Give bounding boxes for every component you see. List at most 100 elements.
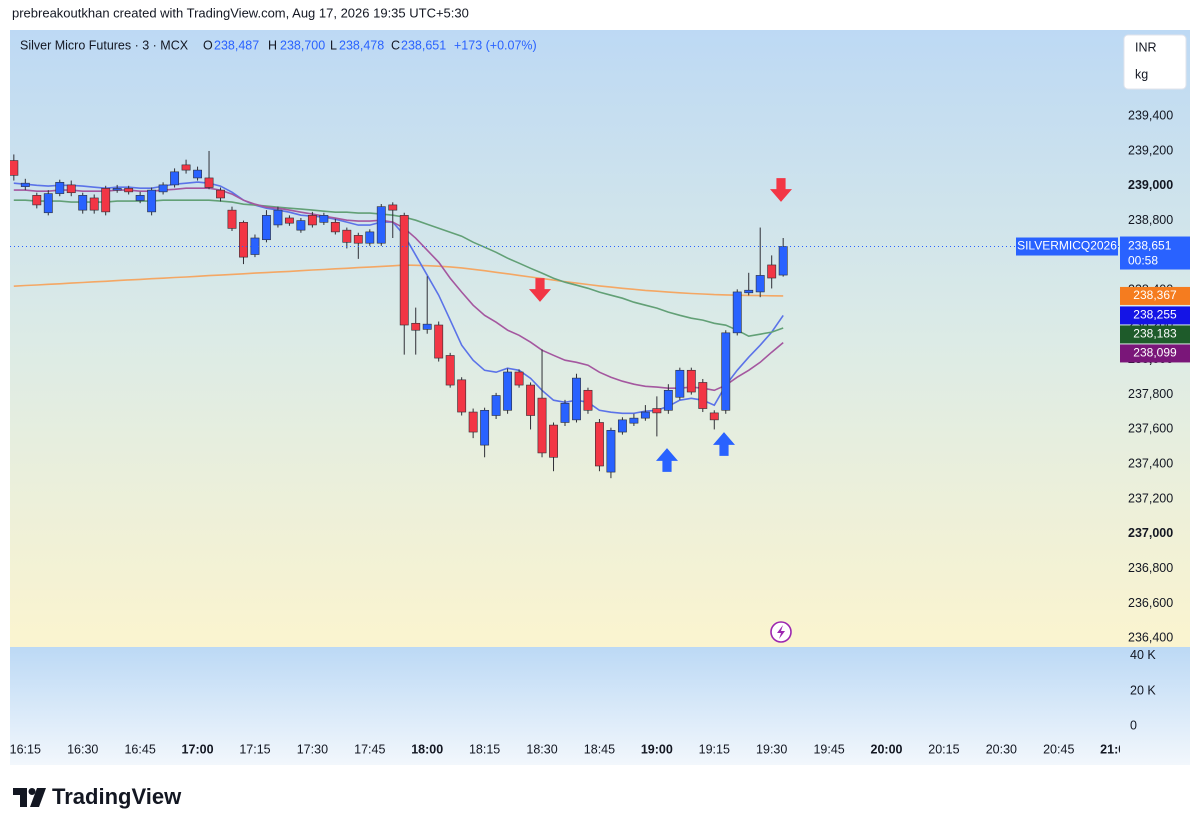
event-icon[interactable]	[770, 621, 792, 643]
candle-body	[32, 195, 42, 206]
x-tick-label: 19:45	[813, 742, 844, 756]
brand-name: TradingView	[52, 784, 182, 809]
currency-box[interactable]	[1123, 34, 1187, 90]
legend-key: C	[391, 38, 400, 52]
moving-average-line	[13, 264, 784, 297]
y-tick-label: 237,000	[1128, 526, 1173, 540]
ma-badge-label: 238,367	[1133, 288, 1177, 302]
candle-body	[273, 209, 283, 226]
volume-tick-label: 40 K	[1130, 648, 1156, 662]
candle-body	[216, 189, 225, 199]
candle-body	[66, 184, 76, 194]
y-tick-label: 237,200	[1128, 491, 1173, 505]
candle-body	[135, 195, 145, 201]
brand-logo	[13, 788, 46, 807]
legend-key: O	[203, 38, 213, 52]
candle-body	[330, 222, 340, 233]
candle-body	[388, 204, 398, 211]
x-tick-label: 21:00	[1100, 742, 1132, 756]
candle-body	[365, 231, 375, 244]
header-text: prebreakoutkhan created with TradingView…	[12, 5, 469, 20]
candle-body	[732, 291, 742, 334]
candle-body	[537, 397, 547, 454]
candle-body	[445, 355, 455, 386]
candle-body	[491, 395, 501, 416]
countdown-label: 00:58	[1128, 254, 1158, 268]
candle-body	[353, 235, 363, 244]
candle-body	[721, 332, 731, 411]
candle-body	[319, 215, 329, 223]
candle-body	[112, 188, 122, 191]
x-tick-label: 17:45	[354, 742, 385, 756]
candle-body	[43, 193, 53, 214]
ma-badge	[1120, 286, 1190, 305]
candle-body	[617, 419, 627, 433]
candle-body	[20, 182, 30, 187]
y-tick-label: 239,400	[1128, 108, 1173, 122]
x-tick-label: 16:30	[67, 742, 98, 756]
overlay: 236,400 236,600 236,800 237,000 237,200 237,4…	[1016, 108, 1190, 732]
y-tick-label: 238,800	[1128, 213, 1173, 227]
candle-body	[204, 177, 214, 188]
legend-value: 238,700	[280, 38, 325, 52]
candle-body	[411, 322, 421, 331]
moving-average-line	[13, 187, 784, 392]
x-tick-label: 20:45	[1043, 742, 1074, 756]
price-badge	[1120, 236, 1190, 270]
candle-body	[514, 371, 524, 386]
x-tick-label: 18:45	[584, 742, 615, 756]
candle-body	[595, 422, 604, 467]
moving-average-line	[13, 199, 784, 338]
candle-body	[503, 371, 513, 411]
candle-body	[376, 206, 386, 244]
x-tick-label: 20:30	[986, 742, 1017, 756]
x-tick-label: 16:15	[10, 742, 41, 756]
candle-body	[239, 222, 248, 258]
candle-body	[399, 215, 409, 326]
y-tick-label: 239,200	[1128, 143, 1173, 157]
candle-body	[55, 181, 65, 194]
candle-body	[101, 188, 111, 213]
x-tick-label: 17:30	[297, 742, 328, 756]
candle-body	[434, 324, 444, 359]
y-tick-label: 237,800	[1128, 387, 1173, 401]
candle-body	[549, 424, 558, 458]
candle-body	[10, 160, 19, 176]
candle-body	[422, 323, 432, 330]
symbol-title: Silver Micro Futures · 3 · MCX	[20, 38, 189, 52]
candle-body	[755, 275, 765, 293]
candle-body	[284, 217, 294, 224]
y-tick-label: 236,800	[1128, 561, 1173, 575]
symbol-badge-label: SILVERMICQ2026	[1017, 239, 1117, 253]
candle-body	[193, 169, 202, 179]
candle-body	[778, 246, 788, 276]
symbol-badge	[1016, 237, 1118, 256]
x-tick-label: 17:00	[182, 742, 214, 756]
y-tick-label: 236,400	[1128, 631, 1173, 645]
candle-body	[583, 389, 593, 411]
ma-badge	[1120, 325, 1190, 344]
candle-body	[89, 197, 99, 211]
candle-body	[158, 184, 168, 193]
x-tick-label: 18:15	[469, 742, 500, 756]
volume-pane	[10, 647, 1190, 765]
ma-badge	[1120, 306, 1190, 325]
y-tick-label: 237,400	[1128, 457, 1173, 471]
candle-body	[170, 171, 180, 186]
candle-body	[147, 189, 157, 213]
candle-body	[296, 220, 306, 231]
candle-body	[262, 215, 271, 241]
x-tick-label: 16:45	[124, 742, 155, 756]
candle-body	[307, 215, 317, 226]
volume-tick-label: 20 K	[1130, 683, 1156, 697]
legend-key: L	[330, 38, 337, 52]
ma-badge-label: 238,183	[1133, 327, 1177, 341]
volume-tick-label: 0	[1130, 718, 1137, 732]
candle-body	[698, 382, 708, 409]
currency: INR	[1135, 40, 1157, 54]
price-badge-label: 238,651	[1128, 239, 1172, 253]
unit: kg	[1135, 67, 1148, 81]
x-tick-label: 18:30	[526, 742, 557, 756]
candle-body	[767, 264, 777, 279]
